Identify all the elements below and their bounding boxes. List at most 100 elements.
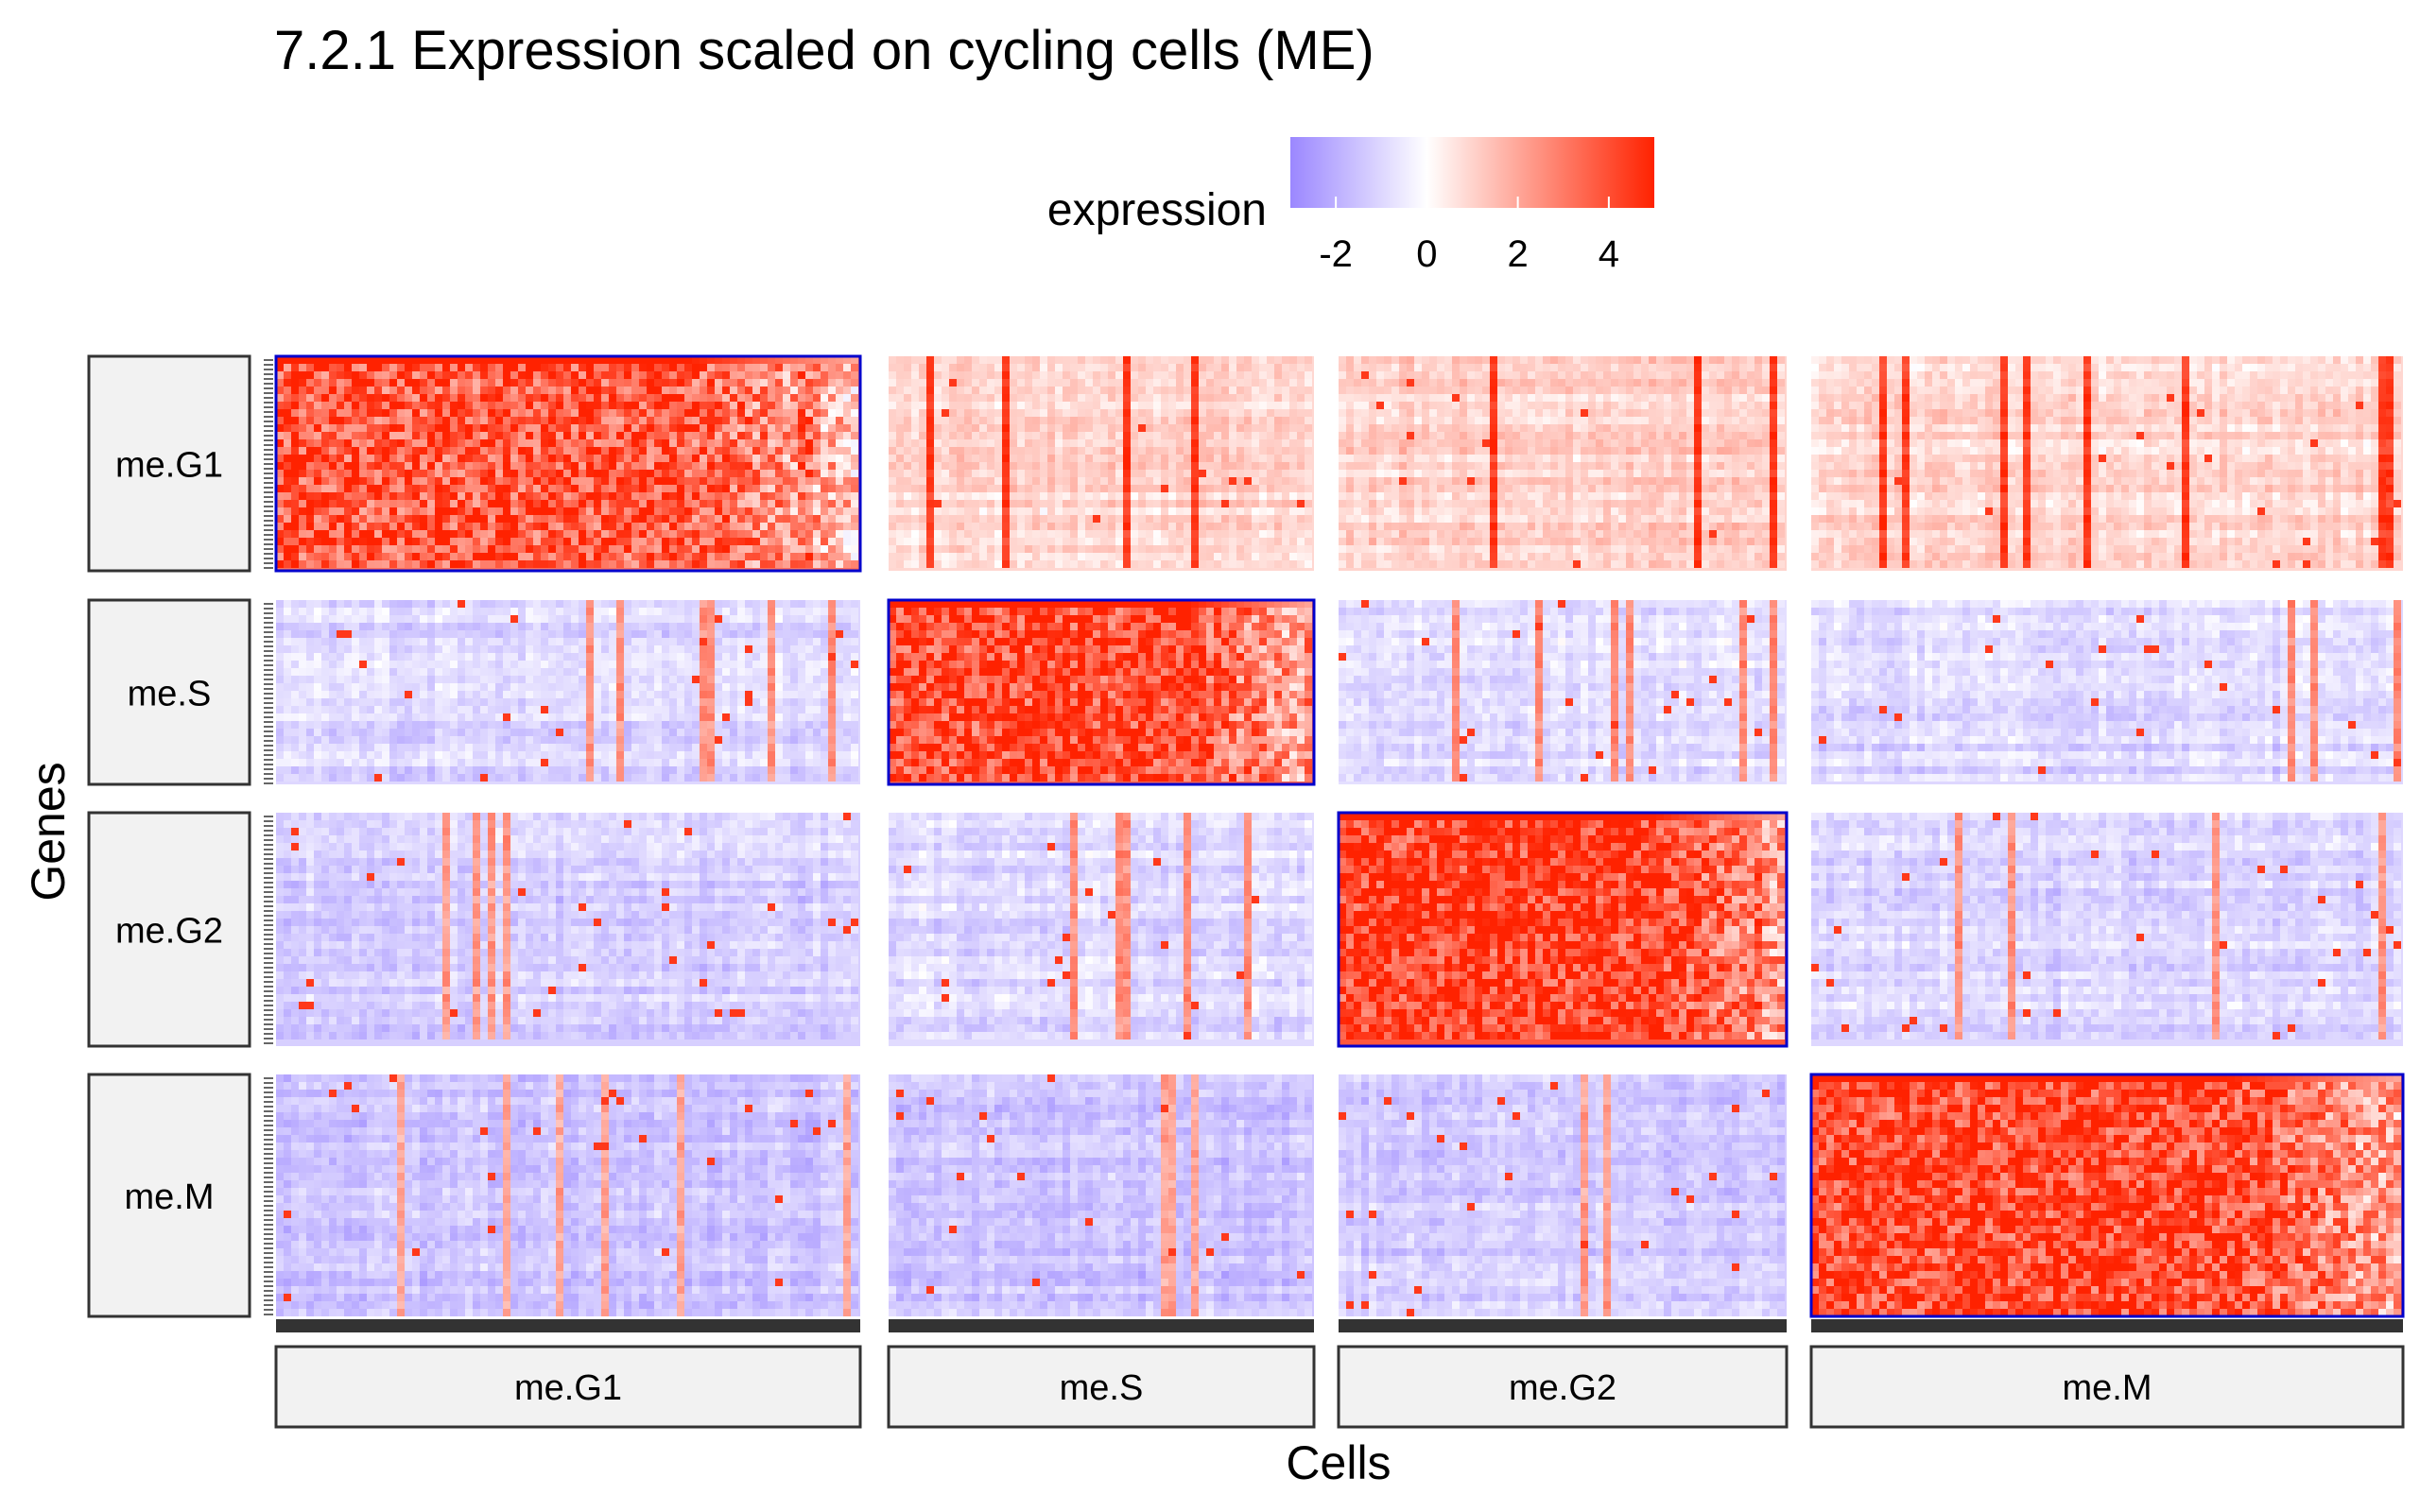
heatmap-cell xyxy=(533,394,541,402)
heatmap-cell xyxy=(707,379,715,387)
heatmap-cell xyxy=(1093,439,1100,447)
heatmap-cell xyxy=(1407,424,1414,432)
heatmap-cell xyxy=(473,387,480,394)
heatmap-cell xyxy=(1588,485,1596,492)
heatmap-cell xyxy=(533,364,541,371)
heatmap-cell xyxy=(1550,402,1558,409)
heatmap-cell xyxy=(1047,485,1055,492)
heatmap-cell xyxy=(389,470,397,477)
heatmap-cell xyxy=(1267,523,1274,530)
heatmap-cell xyxy=(1040,432,1047,439)
heatmap-cell xyxy=(374,379,382,387)
heatmap-cell xyxy=(957,492,964,500)
heatmap-cell xyxy=(1354,402,1361,409)
heatmap-cell xyxy=(828,553,836,560)
heatmap-cell xyxy=(828,356,836,364)
heatmap-cell xyxy=(926,553,934,560)
heatmap-cell xyxy=(442,409,450,417)
heatmap-cell xyxy=(1407,409,1414,417)
heatmap-cell xyxy=(1297,500,1305,507)
heatmap-cell xyxy=(851,462,858,470)
heatmap-cell xyxy=(949,394,957,402)
heatmap-cell xyxy=(1206,560,1214,568)
heatmap-cell xyxy=(624,515,631,523)
heatmap-cell xyxy=(367,379,374,387)
heatmap-cell xyxy=(1482,364,1490,371)
heatmap-cell xyxy=(1558,417,1565,424)
heatmap-cell xyxy=(405,424,412,432)
heatmap-cell xyxy=(1191,364,1199,371)
heatmap-cell xyxy=(1603,470,1611,477)
heatmap-cell xyxy=(1339,402,1346,409)
heatmap-cell xyxy=(306,485,314,492)
heatmap-cell xyxy=(1100,507,1108,515)
heatmap-cell xyxy=(526,364,533,371)
heatmap-cell xyxy=(495,424,503,432)
heatmap-cell xyxy=(616,379,624,387)
heatmap-cell xyxy=(1384,500,1392,507)
heatmap-cell xyxy=(1108,447,1115,455)
heatmap-cell xyxy=(458,432,465,439)
heatmap-cell xyxy=(299,553,306,560)
heatmap-cell xyxy=(1131,394,1138,402)
heatmap-cell xyxy=(1010,432,1017,439)
heatmap-cell xyxy=(1649,364,1656,371)
heatmap-cell xyxy=(1376,356,1384,364)
heatmap-cell xyxy=(798,500,805,507)
heatmap-cell xyxy=(783,424,790,432)
heatmap-cell xyxy=(1437,455,1444,462)
heatmap-cell xyxy=(677,455,684,462)
heatmap-cell xyxy=(314,439,321,447)
heatmap-cell xyxy=(1032,394,1040,402)
heatmap-cell xyxy=(994,477,1002,485)
heatmap-cell xyxy=(1100,364,1108,371)
heatmap-cell xyxy=(1032,432,1040,439)
heatmap-cell xyxy=(1550,507,1558,515)
heatmap-cell xyxy=(412,387,420,394)
heatmap-cell xyxy=(1055,379,1063,387)
heatmap-cell xyxy=(700,356,707,364)
heatmap-cell xyxy=(919,538,926,545)
heatmap-cell xyxy=(299,470,306,477)
heatmap-cell xyxy=(435,538,442,545)
heatmap-cell xyxy=(1063,387,1070,394)
heatmap-cell xyxy=(284,364,291,371)
heatmap-cell xyxy=(1384,402,1392,409)
heatmap-cell xyxy=(1649,560,1656,568)
heatmap-cell xyxy=(1369,394,1376,402)
heatmap-cell xyxy=(760,364,768,371)
heatmap-cell xyxy=(1497,394,1505,402)
heatmap-cell xyxy=(1626,402,1634,409)
heatmap-cell xyxy=(715,424,722,432)
heatmap-cell xyxy=(722,379,730,387)
heatmap-cell xyxy=(420,485,427,492)
heatmap-cell xyxy=(563,492,571,500)
heatmap-cell xyxy=(337,356,344,364)
heatmap-cell xyxy=(1550,371,1558,379)
heatmap-cell xyxy=(964,500,972,507)
heatmap-cell xyxy=(1437,424,1444,432)
heatmap-cell xyxy=(1596,364,1603,371)
heatmap-cell xyxy=(1267,545,1274,553)
heatmap-cell xyxy=(1032,560,1040,568)
heatmap-cell xyxy=(329,507,337,515)
heatmap-cell xyxy=(480,394,488,402)
heatmap-cell xyxy=(321,432,329,439)
heatmap-cell xyxy=(1153,402,1161,409)
heatmap-cell xyxy=(707,447,715,455)
heatmap-cell xyxy=(1596,492,1603,500)
heatmap-cell xyxy=(518,515,526,523)
heatmap-cell xyxy=(1535,379,1543,387)
heatmap-cell xyxy=(1063,515,1070,523)
heatmap-cell xyxy=(1392,538,1399,545)
heatmap-cell xyxy=(601,470,609,477)
heatmap-cell xyxy=(601,523,609,530)
heatmap-cell xyxy=(1422,462,1429,470)
heatmap-cell xyxy=(601,417,609,424)
heatmap-cell xyxy=(707,371,715,379)
heatmap-cell xyxy=(1437,530,1444,538)
heatmap-cell xyxy=(1392,530,1399,538)
heatmap-cell xyxy=(926,387,934,394)
heatmap-cell xyxy=(420,560,427,568)
heatmap-cell xyxy=(1543,432,1550,439)
